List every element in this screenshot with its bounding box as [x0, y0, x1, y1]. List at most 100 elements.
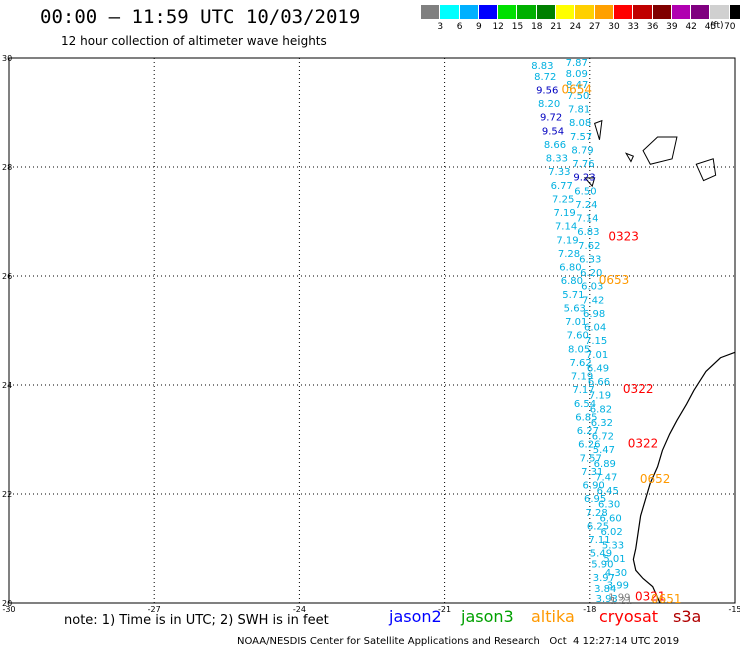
wave-height-label: 8.72 [534, 72, 556, 83]
wave-height-label: 9.54 [542, 126, 564, 137]
wave-height-label: 9.56 [536, 85, 558, 96]
x-tick-label: -15 [728, 605, 740, 614]
wave-height-label: 7.14 [555, 222, 577, 233]
y-tick-label: 26 [2, 272, 12, 281]
wave-height-label: 7.19 [571, 372, 593, 383]
scale-swatch [536, 5, 557, 19]
scale-swatch [594, 5, 614, 19]
wave-height-label: 6.27 [577, 426, 599, 437]
island-outline [583, 177, 596, 188]
wave-height-label: 6.04 [584, 323, 606, 334]
scale-label: 15 [511, 22, 524, 32]
scale-swatch [440, 5, 460, 19]
scale-swatch [556, 5, 576, 19]
wave-height-label: 1.99 [608, 592, 630, 603]
wave-height-label: 7.24 [575, 200, 597, 211]
scale-label: 33 [627, 22, 640, 32]
wave-height-label: 6.85 [575, 412, 597, 423]
scale-swatch [710, 5, 730, 19]
chart-subtitle: 12 hour collection of altimeter wave hei… [61, 34, 327, 48]
pass-time-label: 0652 [640, 472, 671, 486]
scale-label: 45 [704, 22, 717, 32]
wave-height-label: 6.82 [590, 404, 612, 415]
wave-height-label: 8.33 [546, 154, 568, 165]
wave-height-label: 8.79 [571, 145, 593, 156]
wave-height-label: 5.33 [602, 541, 624, 552]
wave-height-label: 8.66 [544, 140, 566, 151]
x-tick-label: -21 [438, 605, 451, 614]
wave-height-label: 7.01 [565, 317, 587, 328]
wave-height-label: 7.28 [585, 508, 607, 519]
color-scale [421, 5, 740, 19]
pass-time-label: 0322 [628, 437, 659, 451]
wave-height-label: 5.49 [590, 549, 612, 560]
wave-height-label: 3.93 [596, 594, 618, 605]
wave-height-label: 9.23 [573, 173, 595, 184]
wave-height-label: 6.60 [599, 513, 621, 524]
wave-height-label: 9.72 [540, 113, 562, 124]
legend-s3a: s3a [673, 607, 702, 626]
y-tick-label: 28 [2, 163, 12, 172]
wave-height-label: 7.81 [568, 105, 590, 116]
scale-swatch [633, 5, 653, 19]
chart-title: 00:00 – 11:59 UTC 10/03/2019 [40, 6, 361, 28]
pass-time-label: 0653 [599, 273, 630, 287]
scale-label: 12 [492, 22, 504, 32]
scale-label: 9 [476, 22, 482, 32]
wave-height-label: 7.11 [588, 535, 610, 546]
legend-jason2: jason2 [389, 607, 442, 626]
wave-height-label: 7.25 [552, 194, 574, 205]
scale-swatch [575, 5, 595, 19]
wave-height-label: 6.50 [574, 186, 596, 197]
wave-height-label: 7.19 [553, 208, 575, 219]
pass-time-label: 0651 [651, 592, 682, 606]
wave-height-label: 1.21 [610, 596, 632, 607]
x-tick-label: -27 [148, 605, 161, 614]
wave-height-label: 7.76 [572, 159, 594, 170]
wave-height-label: 7.17 [572, 385, 594, 396]
x-tick-label: -24 [293, 605, 306, 614]
legend-jason3: jason3 [461, 607, 514, 626]
legend-altika: altika [531, 607, 575, 626]
y-tick-label: 30 [2, 54, 12, 63]
wave-height-label: 6.33 [579, 254, 601, 265]
wave-height-label: 7.19 [589, 391, 611, 402]
y-tick-label: 20 [2, 599, 12, 608]
scale-label: 39 [666, 22, 678, 32]
pass-time-label: 0322 [623, 382, 654, 396]
wave-height-label: 6.80 [561, 276, 583, 287]
wave-height-label: 5.01 [603, 554, 625, 565]
wave-height-label: 7.47 [595, 472, 617, 483]
color-scale-unit: (ft) [710, 21, 724, 31]
wave-height-label: 7.50 [567, 91, 589, 102]
wave-height-label: 8.08 [569, 118, 591, 129]
wave-height-label: 6.89 [594, 459, 616, 470]
wave-height-label: 6.20 [580, 268, 602, 279]
scale-swatch [459, 5, 479, 19]
credit-line: NOAA/NESDIS Center for Satellite Applica… [237, 636, 680, 647]
wave-height-label: 3.97 [593, 573, 615, 584]
wave-height-label: 6.90 [583, 481, 605, 492]
scale-label: 42 [685, 22, 697, 32]
scale-label: 3 [437, 22, 444, 32]
scale-label: 6 [456, 22, 463, 32]
wave-height-label: 8.05 [568, 344, 590, 355]
plot-frame [8, 57, 736, 604]
wave-height-label: 7.42 [582, 295, 604, 306]
y-tick-label: 24 [2, 381, 12, 390]
scale-label: 36 [646, 22, 659, 32]
wave-height-label: 7.87 [566, 58, 588, 69]
scale-label: 30 [608, 22, 620, 32]
scale-swatch [478, 5, 499, 19]
wave-height-label: 7.15 [585, 336, 607, 347]
wave-height-label: 4.30 [605, 568, 627, 579]
island-outline [642, 136, 678, 165]
wave-height-label: 8.20 [538, 99, 560, 110]
wave-height-label: 7.62 [569, 358, 591, 369]
pass-time-label: 0654 [561, 82, 592, 96]
wave-height-label: 6.72 [592, 432, 614, 443]
wave-height-label: 8.47 [566, 80, 588, 91]
wave-height-label: 7.33 [548, 167, 570, 178]
scale-swatch [421, 5, 441, 19]
